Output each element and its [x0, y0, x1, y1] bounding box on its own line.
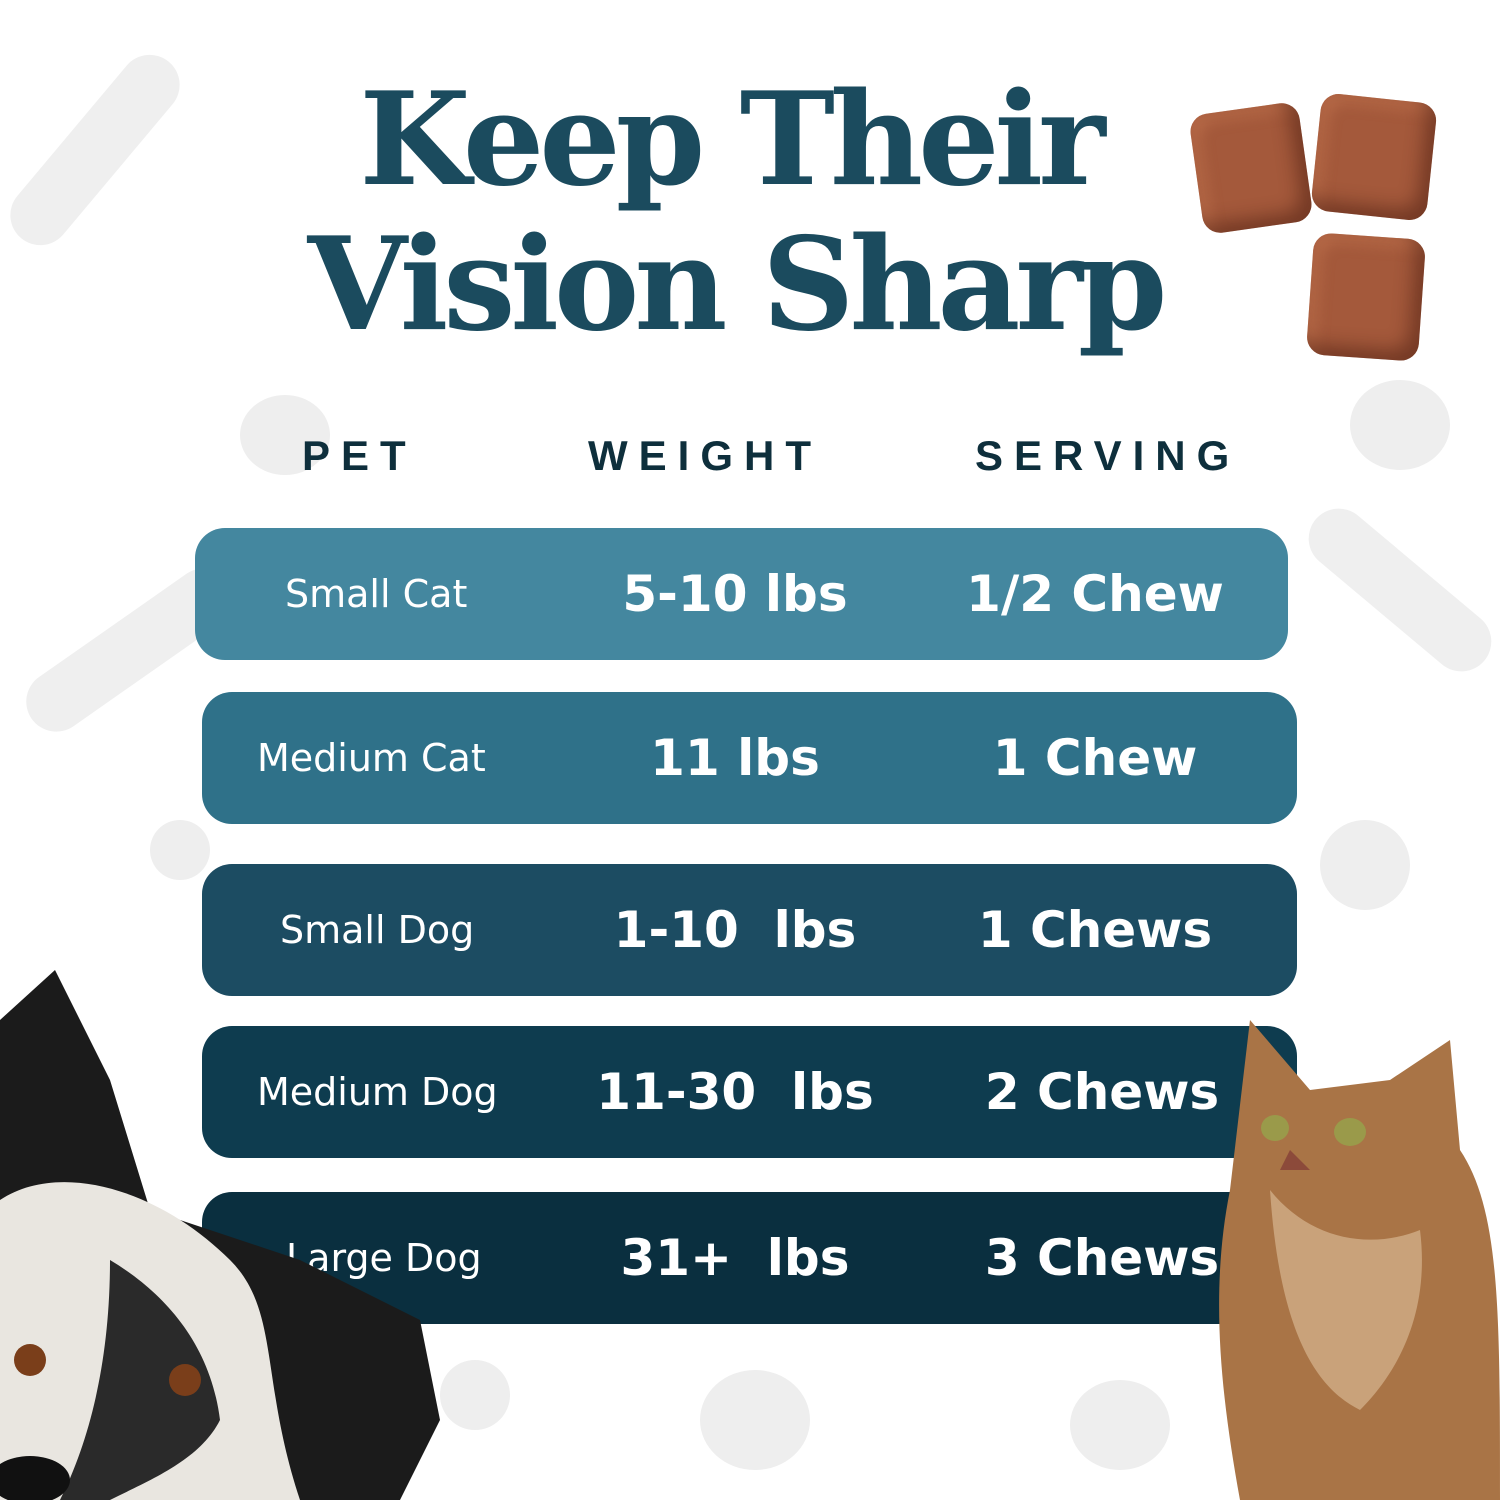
pet-cell: Medium Dog: [257, 1070, 498, 1114]
table-row: Large Dog 31+ lbs 3 Chews: [202, 1192, 1297, 1324]
table-row: Medium Cat 11 lbs 1 Chew: [202, 692, 1297, 824]
pet-cell: Medium Cat: [257, 736, 486, 780]
bone-decoration: [1296, 496, 1500, 684]
chew-image: [1305, 232, 1427, 362]
chew-image: [1188, 100, 1314, 236]
serving-cell: 2 Chews: [984, 1063, 1220, 1121]
weight-cell: 5-10 lbs: [622, 565, 848, 623]
weight-cell: 11-30 lbs: [596, 1063, 874, 1121]
paw-decoration: [1320, 820, 1410, 910]
table-row: Small Cat 5-10 lbs 1/2 Chew: [195, 528, 1288, 660]
chew-image: [1310, 92, 1438, 222]
serving-cell: 3 Chews: [984, 1229, 1220, 1287]
cat-image: [1219, 1020, 1500, 1500]
dog-image: [0, 970, 440, 1500]
paw-decoration: [1070, 1380, 1170, 1470]
column-header-pet: PET: [302, 432, 417, 479]
weight-cell: 11 lbs: [650, 729, 820, 787]
column-header-weight: WEIGHT: [588, 432, 822, 479]
pet-cell: Small Cat: [285, 572, 468, 616]
table-row: Small Dog 1-10 lbs 1 Chews: [202, 864, 1297, 996]
serving-cell: 1 Chew: [992, 729, 1198, 787]
weight-cell: 1-10 lbs: [613, 901, 857, 959]
serving-cell: 1/2 Chew: [966, 565, 1224, 623]
paw-decoration: [440, 1360, 510, 1430]
serving-cell: 1 Chews: [977, 901, 1213, 959]
pet-cell: Small Dog: [280, 908, 475, 952]
paw-decoration: [1350, 380, 1450, 470]
column-header-serving: SERVING: [975, 432, 1241, 479]
page-title-line-2: Vision Sharp: [307, 210, 1168, 360]
paw-decoration: [240, 395, 330, 475]
paw-decoration: [150, 820, 210, 880]
page-title-line-1: Keep Their: [359, 65, 1105, 215]
paw-decoration: [700, 1370, 810, 1470]
table-row: Medium Dog 11-30 lbs 2 Chews: [202, 1026, 1297, 1158]
weight-cell: 31+ lbs: [620, 1229, 850, 1287]
